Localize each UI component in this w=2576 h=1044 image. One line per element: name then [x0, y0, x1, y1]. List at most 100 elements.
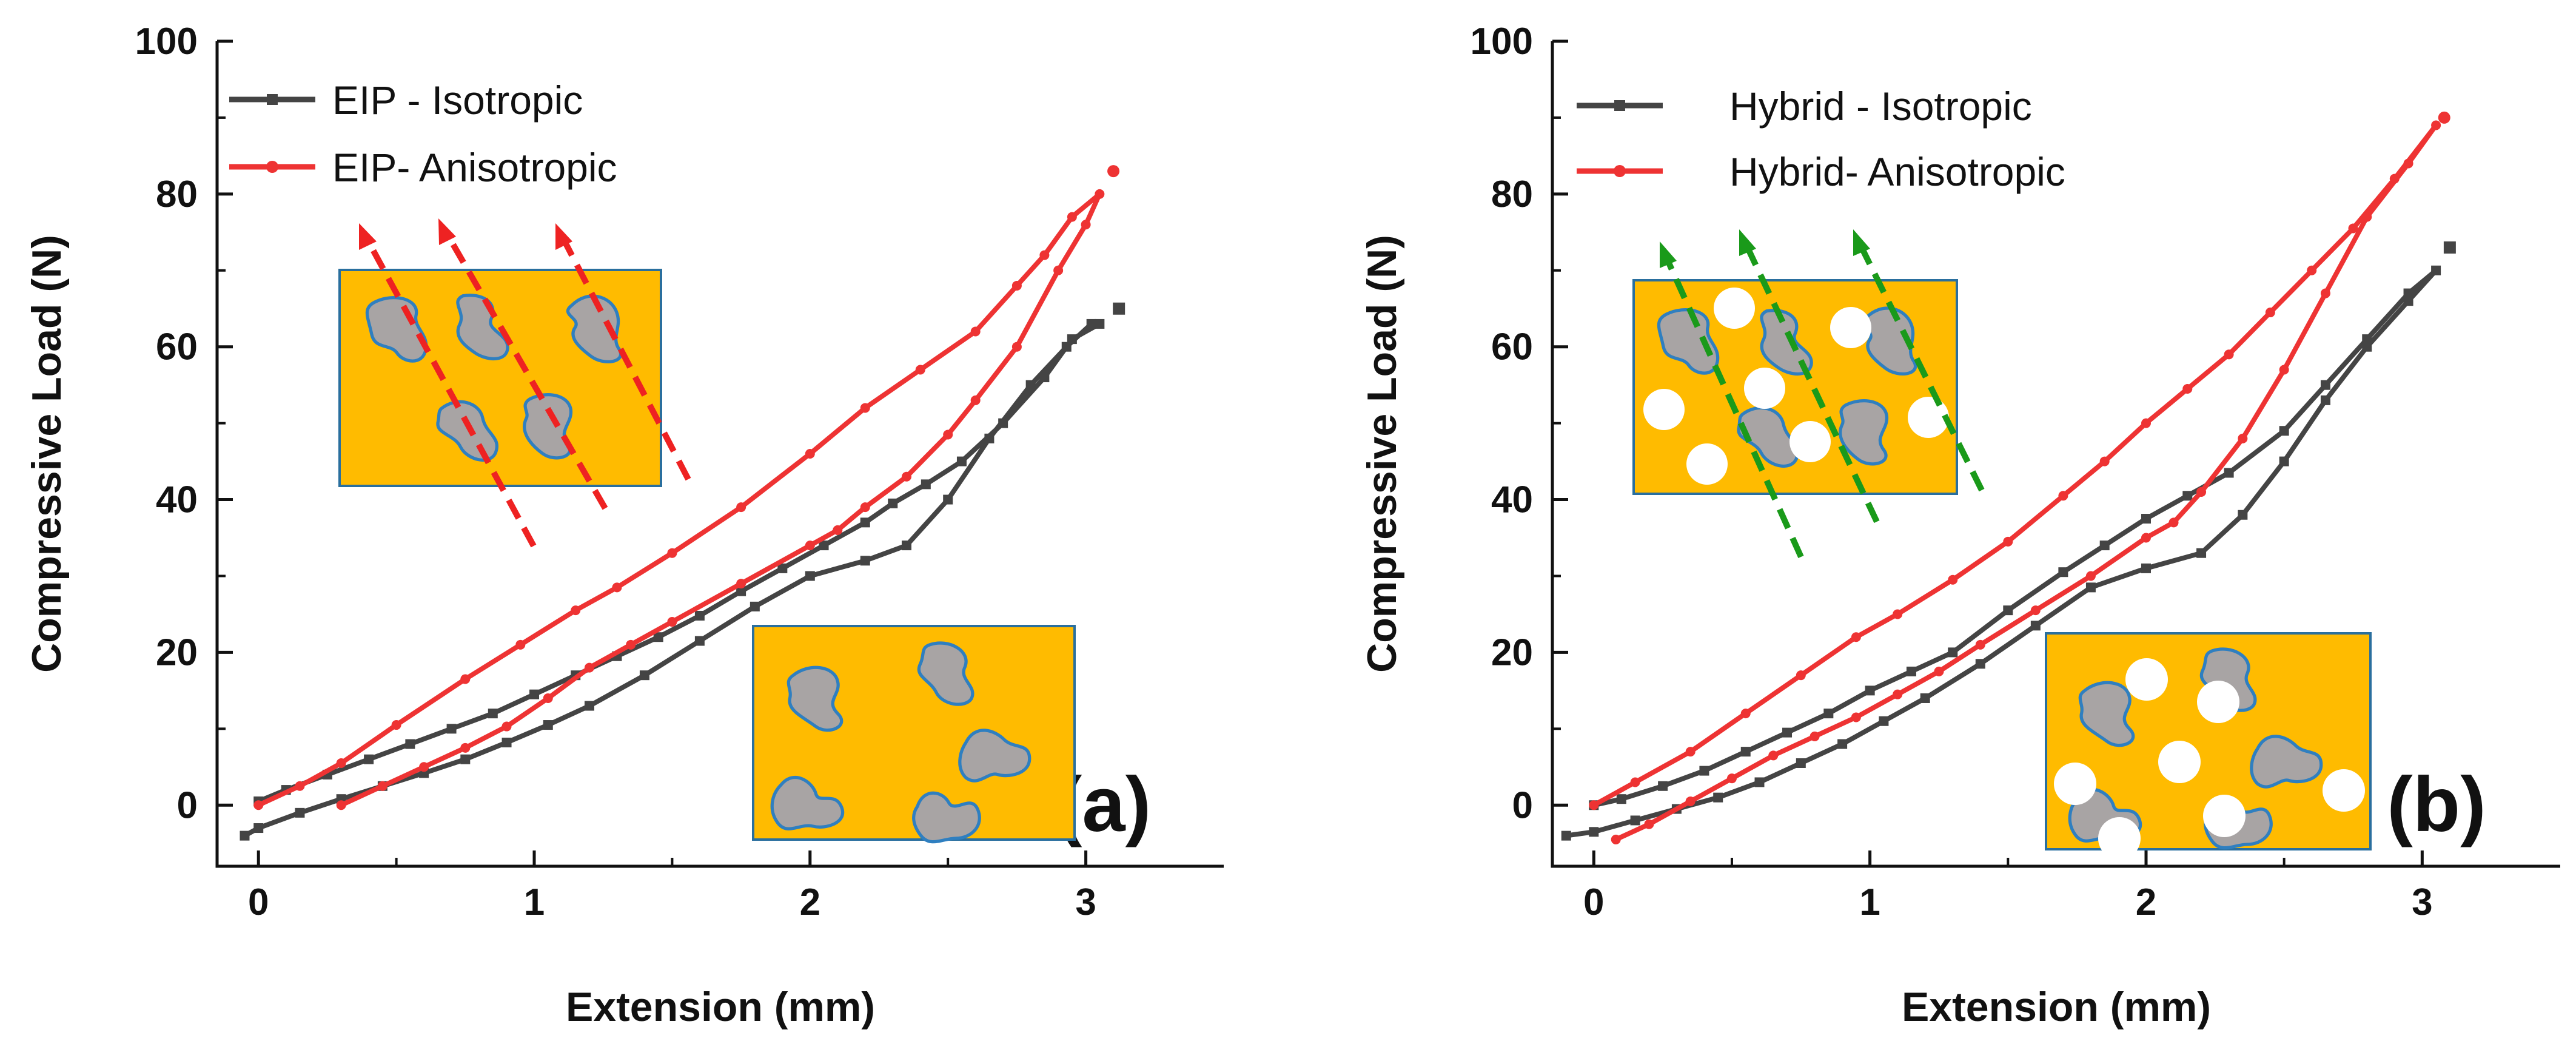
data-point: [1025, 380, 1036, 390]
filler-sphere: [2197, 681, 2239, 723]
data-point: [2141, 533, 2151, 543]
data-point: [1782, 727, 1793, 738]
data-point: [1086, 318, 1096, 329]
filler-sphere: [1789, 421, 1831, 462]
y-tick-label: 100: [135, 21, 198, 62]
data-point: [1589, 800, 1599, 810]
data-point: [336, 758, 346, 768]
data-point: [295, 781, 305, 791]
legend-label-anisotropic: EIP- Anisotropic: [332, 145, 617, 190]
data-point: [1879, 716, 1889, 726]
filler-sphere: [1830, 307, 1871, 348]
data-point: [1851, 712, 1861, 722]
x-tick-label: 1: [524, 881, 545, 923]
data-point: [736, 502, 746, 513]
data-point: [860, 403, 870, 413]
plot-layer: 0 20 40 60 80 100 0 1 2 3 Extension (mm) Compressiv…: [24, 21, 1224, 1030]
data-point: [1561, 830, 1571, 841]
data-point: [2403, 288, 2413, 298]
data-point: [777, 563, 788, 573]
particle: [1839, 399, 1889, 466]
data-point: [1658, 781, 1668, 791]
data-point: [515, 639, 526, 650]
filler-sphere: [1686, 443, 1728, 485]
particle: [770, 775, 845, 830]
data-point-end: [2438, 111, 2450, 124]
data-point: [1726, 773, 1737, 784]
data-point: [1611, 834, 1621, 844]
arrow-head: [438, 218, 456, 245]
data-point: [736, 586, 746, 596]
data-point: [1934, 666, 1944, 676]
data-point: [460, 674, 471, 684]
data-point: [1975, 639, 1985, 650]
x-tick-label: 2: [2136, 881, 2156, 923]
legend: EIP - Isotropic EIP- Anisotropic: [229, 78, 617, 190]
particle: [2078, 681, 2135, 747]
x-axis-title: Extension (mm): [566, 984, 875, 1030]
data-point: [529, 689, 540, 699]
data-point: [921, 479, 931, 490]
data-point: [2362, 212, 2372, 222]
data-point: [253, 800, 264, 810]
data-point: [2403, 158, 2413, 169]
data-point: [2307, 265, 2317, 275]
particle: [1760, 309, 1813, 376]
particle: [1860, 306, 1917, 376]
y-tick-label: 20: [1491, 631, 1533, 673]
data-point-end: [1107, 165, 1120, 178]
data-point: [1893, 689, 1903, 699]
data-point: [405, 739, 415, 749]
data-point: [2224, 349, 2234, 360]
data-point: [1616, 794, 1626, 804]
data-point: [2099, 541, 2110, 551]
data-point: [1906, 666, 1916, 676]
x-axis-title: Extension (mm): [1902, 984, 2211, 1030]
data-point: [2196, 548, 2207, 558]
data-point: [805, 571, 815, 581]
data-point: [1685, 747, 1696, 757]
particle: [1657, 308, 1720, 375]
data-point: [1067, 334, 1077, 345]
data-point: [2099, 456, 2110, 466]
data-point: [639, 670, 649, 681]
data-point: [998, 418, 1008, 428]
alignment-arrow: [1742, 241, 1880, 524]
data-point: [1851, 632, 1861, 642]
data-point: [391, 720, 401, 730]
y-tick-label: 0: [1512, 784, 1533, 826]
data-point: [2265, 308, 2275, 318]
x-tick-label: 3: [2412, 881, 2432, 923]
data-point: [694, 636, 705, 646]
data-point: [1011, 280, 1022, 291]
data-point: [501, 721, 512, 732]
data-point: [860, 502, 870, 513]
data-point: [626, 639, 636, 650]
data-point: [694, 610, 705, 621]
filler-sphere: [2323, 769, 2365, 812]
axes: [215, 41, 1224, 868]
data-point: [667, 617, 677, 627]
legend-marker-anisotropic: [1614, 165, 1626, 177]
data-point: [446, 724, 457, 734]
x-tick-label: 0: [1583, 881, 1604, 923]
data-point: [1630, 815, 1640, 826]
data-point: [860, 517, 870, 528]
data-point: [2362, 342, 2372, 352]
data-point: [1837, 739, 1848, 749]
data-point: [819, 541, 829, 551]
arrow-head: [359, 223, 377, 250]
legend: Hybrid - Isotropic Hybrid- Anisotropic: [1577, 84, 2065, 194]
particle: [912, 791, 981, 844]
filler-sphere: [2158, 741, 2201, 783]
data-point: [2389, 173, 2400, 184]
alignment-arrow: [558, 234, 691, 481]
particle: [917, 641, 974, 706]
data-point: [970, 326, 981, 337]
data-point: [1740, 747, 1751, 757]
data-point: [2279, 426, 2289, 436]
data-point: [970, 395, 981, 405]
data-point: [584, 662, 594, 673]
data-point: [2085, 571, 2096, 581]
y-tick-label: 40: [1491, 479, 1533, 521]
